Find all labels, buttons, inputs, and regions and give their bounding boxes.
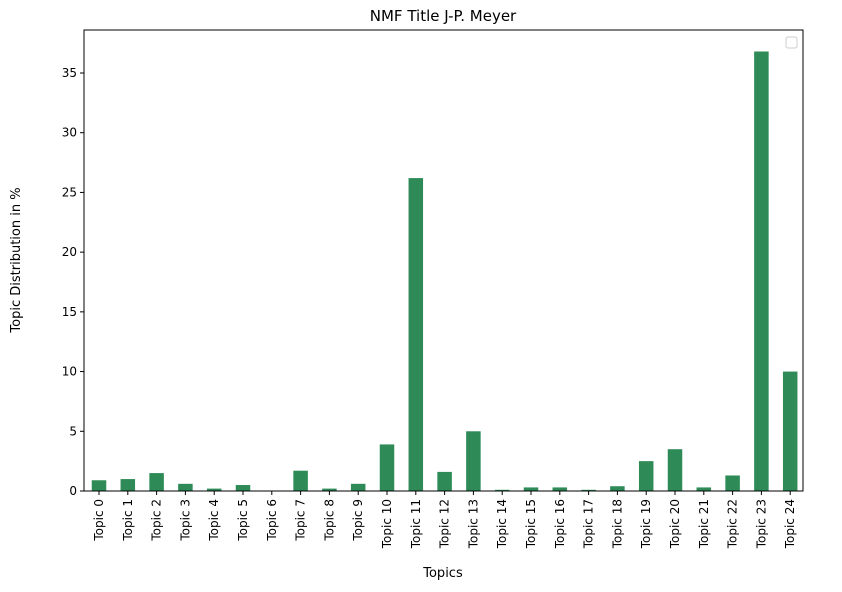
x-tick-label: Topic 19	[639, 499, 653, 549]
x-tick-label: Topic 21	[697, 499, 711, 549]
bar-topic-4	[206, 488, 222, 491]
bar-topic-8	[322, 488, 337, 491]
bar-topic-24	[782, 371, 798, 491]
x-tick-label: Topic 10	[380, 499, 394, 549]
y-tick-label: 25	[62, 185, 77, 199]
bar-topic-18	[610, 486, 625, 491]
x-tick-label: Topic 17	[582, 499, 596, 549]
y-tick-label: 10	[62, 365, 77, 379]
y-axis: 0 5 10 15 20 25 30 35	[62, 66, 84, 498]
y-axis-label: Topic Distribution in %	[9, 187, 24, 333]
x-axis-label: Topics	[422, 566, 463, 581]
chart-title: NMF Title J-P. Meyer	[370, 7, 517, 25]
x-tick-label: Topic 24	[783, 499, 797, 549]
bar-topic-20	[667, 449, 683, 491]
bar-topic-16	[552, 487, 568, 491]
x-tick-label: Topic 7	[294, 499, 308, 542]
y-tick-label: 5	[69, 424, 77, 438]
x-tick-label: Topic 15	[524, 499, 538, 549]
x-tick-label: Topic 13	[466, 499, 480, 549]
bar-topic-10	[379, 444, 395, 491]
x-tick-label: Topic 0	[92, 499, 106, 542]
x-tick-label: Topic 20	[668, 499, 682, 549]
x-tick-label: Topic 4	[207, 499, 221, 542]
bar-topic-15	[523, 487, 539, 491]
bar-topic-21	[696, 487, 712, 491]
bar-topic-9	[350, 483, 366, 491]
bar-topic-11	[408, 178, 424, 491]
y-tick-label: 0	[69, 484, 77, 498]
x-tick-label: Topic 11	[409, 499, 423, 549]
bar-topic-14	[494, 489, 510, 491]
bars-layer	[91, 51, 798, 491]
bar-topic-23	[754, 51, 769, 491]
bar-topic-12	[437, 471, 452, 491]
bar-topic-3	[178, 483, 193, 491]
x-tick-label: Topic 2	[150, 499, 164, 542]
bar-topic-5	[235, 485, 251, 491]
bar-topic-7	[293, 470, 308, 491]
x-tick-label: Topic 18	[610, 499, 624, 549]
y-tick-label: 20	[62, 245, 77, 259]
bar-topic-2	[149, 473, 164, 491]
x-axis: Topic 0 Topic 1 Topic 2 Topic 3 Topic 4 Topic…	[92, 491, 797, 549]
x-tick-label: Topic 1	[121, 499, 135, 542]
bar-topic-13	[466, 431, 481, 491]
x-tick-label: Topic 16	[553, 499, 567, 549]
x-tick-label: Topic 9	[351, 499, 365, 542]
bar-topic-22	[725, 475, 740, 491]
x-tick-label: Topic 5	[236, 499, 250, 542]
y-tick-label: 30	[62, 126, 77, 140]
bar-topic-0	[91, 480, 107, 491]
y-tick-label: 35	[62, 66, 77, 80]
plot-frame	[83, 29, 804, 492]
bar-topic-19	[638, 461, 654, 491]
x-tick-label: Topic 23	[754, 499, 768, 549]
bar-topic-17	[581, 489, 596, 491]
x-tick-label: Topic 12	[438, 499, 452, 549]
legend-box	[785, 36, 798, 49]
x-tick-label: Topic 8	[322, 499, 336, 542]
x-tick-label: Topic 14	[495, 499, 509, 549]
x-tick-label: Topic 3	[178, 499, 192, 542]
bar-topic-1	[120, 479, 136, 491]
x-tick-label: Topic 22	[726, 499, 740, 549]
y-tick-label: 15	[62, 305, 77, 319]
x-tick-label: Topic 6	[265, 499, 279, 542]
